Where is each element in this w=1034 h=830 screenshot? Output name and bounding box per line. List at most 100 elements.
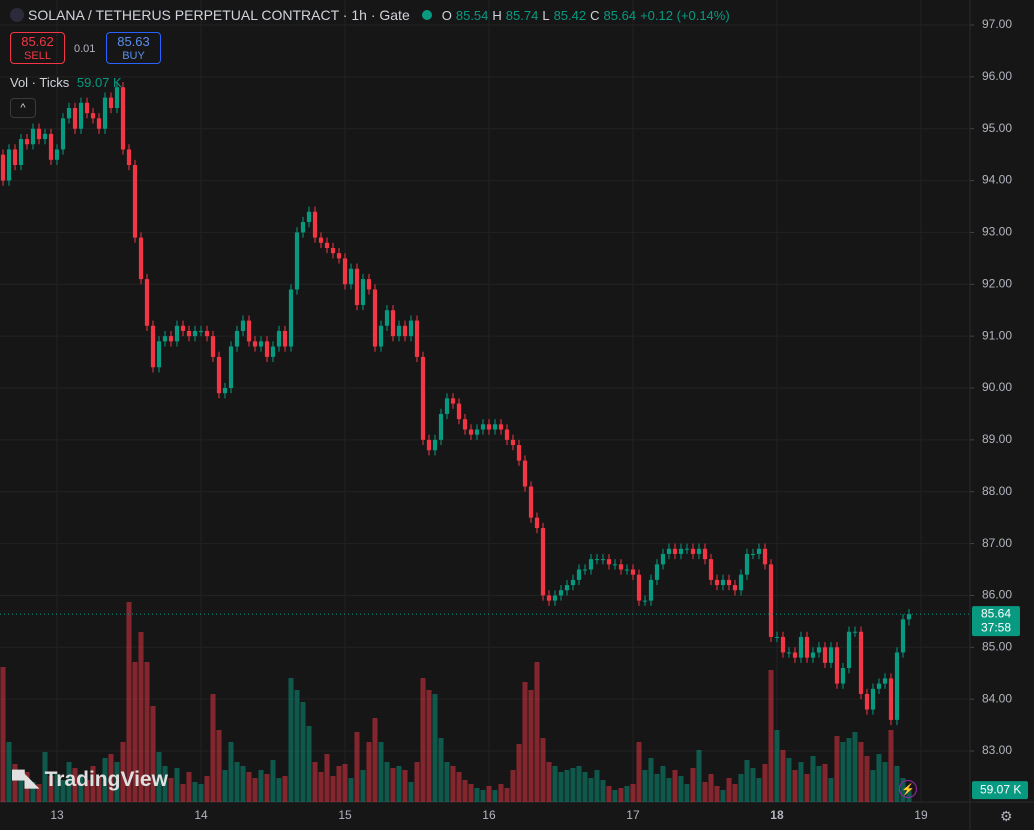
candle-body	[672, 548, 678, 554]
volume-bar	[798, 762, 804, 802]
candle-body	[504, 429, 510, 440]
symbol-title[interactable]: SOLANA / TETHERUS PERPETUAL CONTRACT · 1…	[28, 7, 410, 23]
x-tick-label: 15	[338, 808, 352, 822]
candle-body	[456, 403, 462, 420]
volume-bar	[432, 694, 438, 802]
volume-bar	[756, 778, 762, 802]
candle-body	[798, 636, 804, 658]
sell-button[interactable]: 85.62 SELL	[10, 32, 65, 64]
volume-bar	[276, 778, 282, 802]
candle-body	[822, 647, 828, 663]
volume-bar	[132, 662, 138, 802]
candle-body	[318, 237, 324, 243]
volume-legend-value: 59.07 K	[76, 75, 122, 90]
candle-body	[804, 636, 810, 658]
candle-body	[858, 631, 864, 694]
candle-body	[390, 310, 396, 337]
watermark-logo: ▀◣	[12, 769, 39, 790]
settings-icon[interactable]: ⚙	[1000, 808, 1013, 824]
buy-button[interactable]: 85.63 BUY	[106, 32, 161, 64]
volume-bar	[252, 778, 258, 802]
high-label: H	[492, 7, 502, 23]
candle-body	[450, 398, 456, 404]
open-label: O	[441, 7, 452, 23]
candle-body	[288, 289, 294, 347]
volume-bar	[246, 772, 252, 802]
volume-bar	[468, 784, 474, 802]
candle-body	[258, 341, 264, 347]
volume-bar	[282, 776, 288, 802]
volume-bar	[258, 770, 264, 802]
candle-body	[660, 553, 666, 565]
volume-bar	[108, 754, 114, 802]
candle-body	[462, 419, 468, 430]
volume-bar	[444, 762, 450, 802]
volume-bar	[516, 744, 522, 802]
candle-body	[402, 325, 408, 337]
candle-body	[300, 222, 306, 233]
volume-bar	[630, 784, 636, 802]
candle-body	[372, 289, 378, 347]
volume-bar	[36, 784, 42, 802]
volume-bar	[576, 766, 582, 802]
candle-body	[30, 128, 36, 145]
candle-body	[54, 149, 60, 160]
volume-bar	[336, 766, 342, 802]
candle-body	[270, 346, 276, 357]
candle-body	[156, 341, 162, 368]
candle-body	[594, 559, 600, 561]
candle-body	[240, 320, 246, 331]
candle-body	[624, 569, 630, 571]
candle-body	[492, 424, 498, 430]
candle-body	[324, 242, 330, 248]
candle-body	[588, 559, 594, 570]
volume-bar	[174, 768, 180, 802]
volume-bar	[162, 766, 168, 802]
volume-bar	[204, 776, 210, 802]
candle-body	[576, 569, 582, 580]
volume-bar	[114, 762, 120, 802]
collapse-button[interactable]: ^	[10, 98, 36, 118]
volume-bar	[858, 742, 864, 802]
y-tick-label: 95.00	[982, 121, 1012, 135]
volume-bar	[300, 702, 306, 802]
candle-body	[312, 211, 318, 238]
candle-body	[306, 211, 312, 223]
candle-body	[174, 325, 180, 342]
candle-body	[192, 330, 198, 337]
volume-bar	[726, 778, 732, 802]
candle-body	[114, 87, 120, 108]
candle-body	[852, 631, 858, 633]
candle-body	[786, 652, 792, 654]
volume-bar	[564, 770, 570, 802]
low-value: 85.42	[553, 7, 587, 23]
y-tick-label: 93.00	[982, 225, 1012, 239]
candle-body	[882, 678, 888, 684]
volume-bar	[618, 788, 624, 802]
x-tick-label: 19	[914, 808, 928, 822]
volume-bar	[378, 742, 384, 802]
candle-body	[696, 548, 702, 554]
candle-body	[780, 636, 786, 653]
lightning-icon[interactable]: ⚡	[899, 780, 917, 798]
volume-bar	[396, 766, 402, 802]
candle-body	[186, 330, 192, 337]
candle-body	[810, 652, 816, 658]
buy-label: BUY	[122, 50, 145, 62]
x-tick-label: 17	[626, 808, 640, 822]
volume-bar	[270, 760, 276, 802]
volume-bar	[42, 752, 48, 802]
buy-price: 85.63	[117, 34, 150, 49]
volume-bar	[636, 742, 642, 802]
candle-body	[846, 631, 852, 669]
volume-bar	[888, 730, 894, 802]
candle-body	[870, 688, 876, 710]
volume-bar	[120, 742, 126, 802]
volume-bar	[708, 774, 714, 802]
volume-legend-label: Vol · Ticks	[10, 75, 70, 90]
candle-body	[654, 564, 660, 580]
candle-body	[294, 232, 300, 290]
volume-bar	[504, 788, 510, 802]
candle-body	[888, 678, 894, 720]
volume-bar	[228, 742, 234, 802]
